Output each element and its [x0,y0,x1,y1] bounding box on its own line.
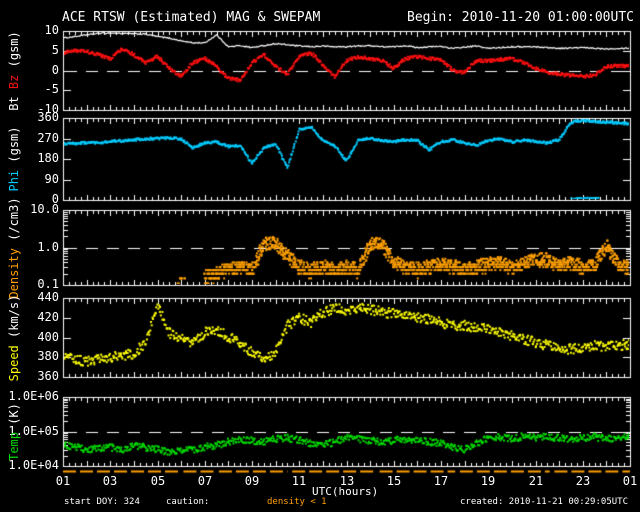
footer-start-doy: start DOY: 324 [64,497,140,507]
axis-label-part: Phi [7,169,21,192]
y-tick-label: 380 [37,349,59,363]
x-tick-label: 15 [386,474,402,488]
axis-label-part: (/cm3) [7,196,21,248]
x-tick-label: 01 [55,474,71,488]
y-tick-label: 10 [44,23,59,37]
y-tick-label: 360 [37,110,59,124]
x-tick-label: 23 [575,474,591,488]
y-tick-label: 5 [51,43,59,57]
y-tick-label: 360 [37,369,59,383]
x-tick-label: 21 [528,474,544,488]
y-tick-label: 440 [37,290,59,304]
y-tick-label: 0.1 [37,277,59,291]
axis-label-part: (K) [7,402,21,432]
y-tick-label: 10.0 [30,202,59,216]
plot-title: ACE RTSW (Estimated) MAG & SWEPAM [62,10,321,25]
axis-label-part: (km/s) [7,294,21,345]
y-tick-label: 1.0E+05 [8,424,59,438]
y-tick-label: 1.0E+04 [8,458,59,472]
y-tick-label: 0 [51,192,59,206]
y-tick-label: -5 [44,82,59,96]
axis-label-part: Speed [7,344,21,381]
axis-label-density: Density (/cm3) [7,196,21,298]
x-tick-label: 05 [150,474,166,488]
axis-label-phi: Phi (gsm) [7,126,21,192]
axis-label-part: (gsm) [7,126,21,170]
axis-label-bt-bz: Bt Bz (gsm) [7,30,21,111]
x-tick-label: 01 [622,474,638,488]
y-tick-label: 420 [37,310,59,324]
x-tick-label: 07 [197,474,213,488]
y-tick-label: 90 [44,172,59,186]
axis-label-part: Bz [7,74,21,89]
x-tick-label: 11 [291,474,307,488]
y-tick-label: 400 [37,330,59,344]
axis-label-part: Temp [7,431,21,461]
footer-caution-value: density < 1 [267,497,327,507]
axis-label-part: (gsm) [7,30,21,75]
axis-label-temp: Temp (K) [7,402,21,461]
begin-timestamp: Begin: 2010-11-20 01:00:00UTC [407,10,634,25]
x-tick-label: 19 [480,474,496,488]
footer-caution-label: caution: [166,497,210,507]
footer-created-timestamp: created: 2010-11-21 00:29:05UTC [460,497,628,507]
y-tick-label: 0 [51,63,59,77]
x-tick-label: 13 [339,474,355,488]
y-tick-label: 270 [37,131,59,145]
y-tick-label: -10 [37,102,59,116]
axis-label-part: Bt [7,88,21,111]
x-tick-label: 09 [244,474,260,488]
x-tick-label: 17 [433,474,449,488]
y-tick-label: 180 [37,151,59,165]
y-tick-label: 1.0E+06 [8,389,59,403]
axis-label-speed: Speed (km/s) [7,294,21,381]
x-axis-label: UTC(hours) [312,485,379,498]
y-tick-label: 1.0 [37,240,59,254]
x-tick-label: 03 [102,474,118,488]
